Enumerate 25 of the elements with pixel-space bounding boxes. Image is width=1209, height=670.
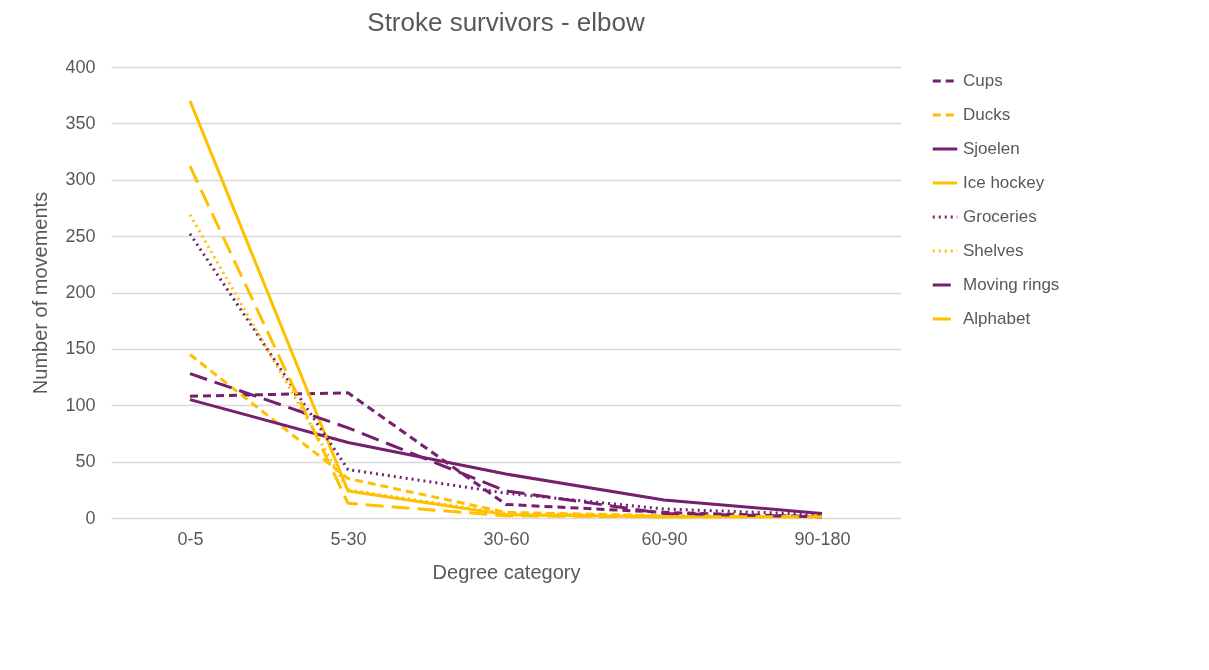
y-tick-label: 200 [65, 282, 96, 302]
y-tick-label: 400 [65, 56, 96, 77]
x-tick-label: 60-90 [641, 528, 688, 549]
legend-label: Alphabet [963, 309, 1031, 328]
x-axis-title: Degree category [432, 560, 581, 583]
y-tick-label: 150 [65, 338, 96, 359]
y-tick-label: 0 [85, 507, 96, 528]
legend-label: Ice hockey [963, 173, 1045, 192]
y-tick-label: 350 [65, 112, 96, 133]
chart-title: Stroke survivors - elbow [367, 7, 645, 37]
x-tick-label: 30-60 [483, 528, 530, 549]
x-tick-label: 0-5 [177, 528, 204, 549]
legend-label: Shelves [963, 241, 1024, 260]
x-tick-label: 5-30 [330, 528, 367, 549]
legend-label: Sjoelen [963, 139, 1020, 158]
x-tick-label: 90-180 [794, 528, 851, 549]
legend-label: Groceries [963, 207, 1037, 226]
y-tick-label: 100 [65, 394, 96, 415]
legend-label: Ducks [963, 105, 1011, 124]
legend-label: Moving rings [963, 275, 1060, 294]
y-tick-label: 50 [75, 451, 96, 472]
y-tick-label: 250 [65, 225, 96, 246]
legend-label: Cups [963, 71, 1003, 90]
y-tick-label: 300 [65, 169, 96, 190]
y-axis-title: Number of movements [29, 191, 52, 395]
